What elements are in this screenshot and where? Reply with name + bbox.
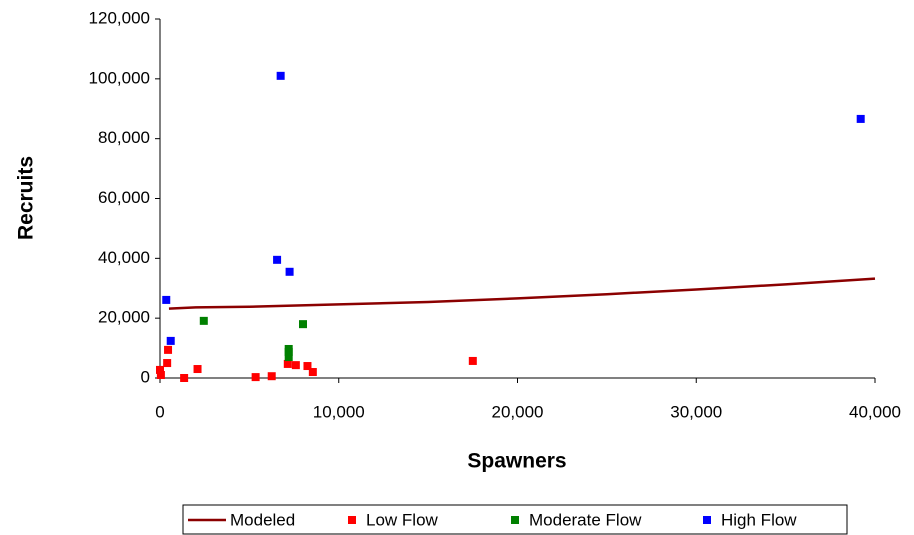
y-tick-label: 60,000 — [98, 188, 150, 207]
point — [267, 372, 276, 381]
y-tick-label: 80,000 — [98, 128, 150, 147]
y-tick-label: 20,000 — [98, 308, 150, 327]
point — [163, 359, 172, 368]
point — [199, 316, 208, 325]
point — [285, 267, 294, 276]
point — [291, 361, 300, 370]
x-axis-title: Spawners — [467, 450, 566, 473]
y-tick-label: 0 — [141, 367, 150, 386]
point — [166, 336, 175, 345]
y-axis-title: Recruits — [15, 156, 38, 240]
point — [856, 114, 865, 123]
point — [299, 320, 307, 329]
point — [276, 71, 285, 80]
legend-label: Low Flow — [366, 510, 439, 529]
x-tick-label: 40,000 — [849, 402, 901, 421]
point — [284, 347, 293, 356]
point — [180, 374, 189, 382]
legend-marker — [511, 516, 519, 524]
legend-box — [182, 504, 848, 535]
x-tick-label: 30,000 — [670, 402, 722, 421]
point — [283, 359, 292, 368]
y-tick-label: 40,000 — [98, 248, 150, 267]
point — [156, 365, 164, 374]
legend-label: Modeled — [230, 510, 295, 529]
point — [164, 345, 173, 354]
y-tick-label: 100,000 — [89, 68, 150, 87]
x-tick-label: 20,000 — [492, 402, 544, 421]
legend-label: Moderate Flow — [529, 510, 642, 529]
x-tick-label: 10,000 — [313, 402, 365, 421]
point — [162, 295, 171, 304]
point — [308, 368, 317, 377]
point — [284, 353, 293, 362]
point — [156, 371, 165, 380]
y-tick-label: 120,000 — [89, 8, 150, 27]
point — [468, 356, 477, 365]
x-tick-label: 0 — [155, 402, 164, 421]
modeled-line — [168, 277, 876, 310]
point — [303, 362, 312, 371]
legend-label: High Flow — [721, 510, 797, 529]
legend-marker — [703, 516, 711, 524]
point — [251, 373, 260, 382]
legend-marker — [348, 516, 356, 524]
point — [193, 365, 202, 374]
point — [273, 255, 282, 264]
